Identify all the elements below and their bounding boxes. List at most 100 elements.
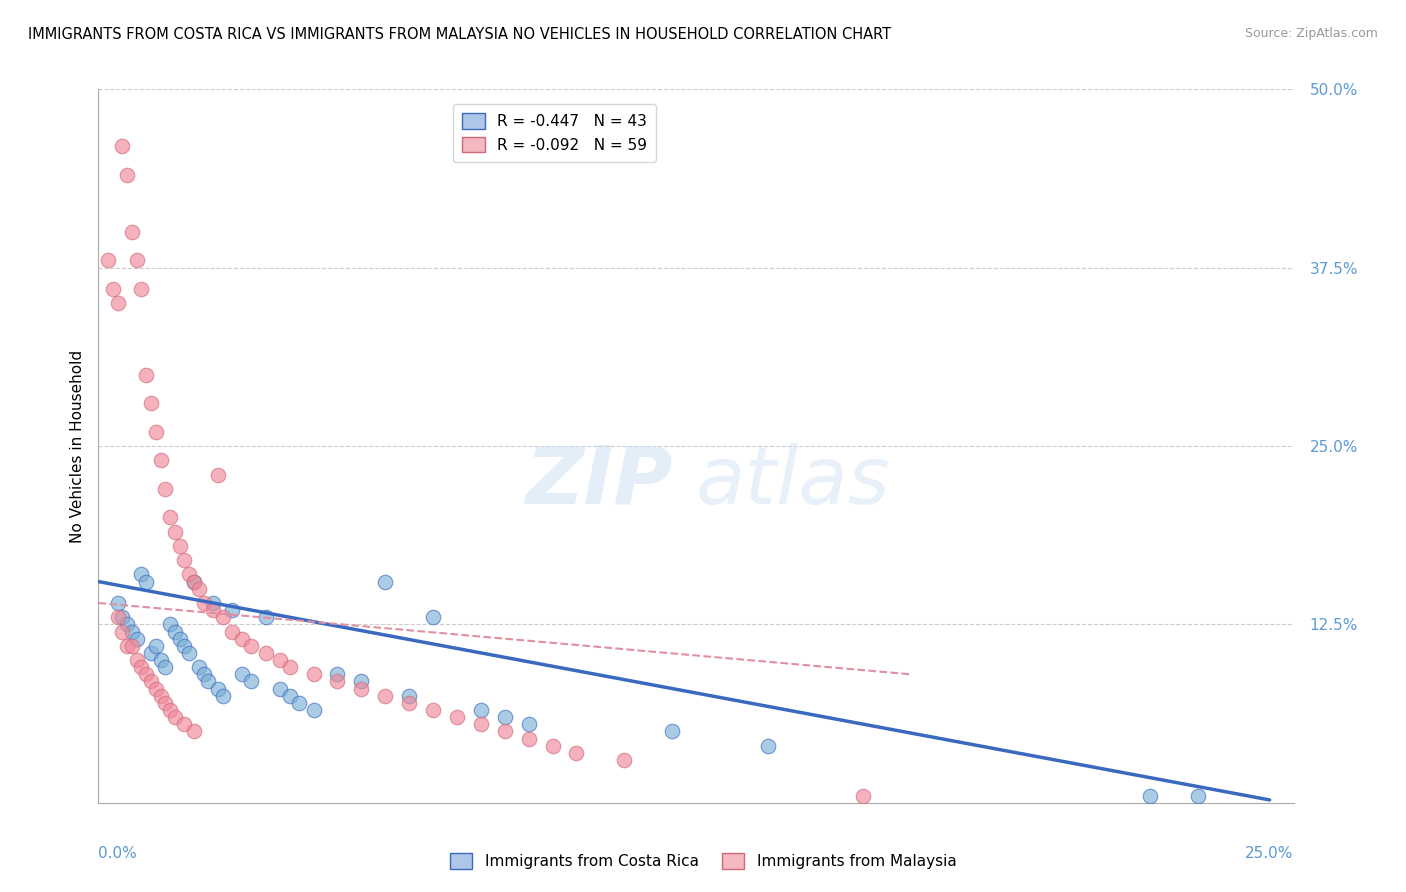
- Point: [159, 703, 181, 717]
- Point: [183, 574, 205, 589]
- Point: [111, 139, 134, 153]
- Point: [398, 689, 420, 703]
- Point: [125, 653, 148, 667]
- Point: [254, 646, 277, 660]
- Point: [613, 753, 636, 767]
- Point: [135, 667, 157, 681]
- Point: [422, 610, 444, 624]
- Point: [254, 610, 277, 624]
- Point: [121, 624, 143, 639]
- Point: [197, 674, 219, 689]
- Point: [852, 789, 875, 803]
- Point: [139, 674, 162, 689]
- Point: [131, 282, 153, 296]
- Point: [350, 674, 373, 689]
- Point: [350, 681, 373, 696]
- Point: [125, 253, 148, 268]
- Legend: Immigrants from Costa Rica, Immigrants from Malaysia: Immigrants from Costa Rica, Immigrants f…: [443, 847, 963, 875]
- Point: [211, 689, 233, 703]
- Point: [159, 510, 181, 524]
- Text: 0.0%: 0.0%: [98, 846, 138, 861]
- Point: [101, 282, 124, 296]
- Point: [240, 639, 263, 653]
- Point: [756, 739, 779, 753]
- Point: [326, 674, 349, 689]
- Point: [494, 724, 516, 739]
- Point: [169, 539, 191, 553]
- Point: [470, 703, 492, 717]
- Text: Source: ZipAtlas.com: Source: ZipAtlas.com: [1244, 27, 1378, 40]
- Legend: R = -0.447   N = 43, R = -0.092   N = 59: R = -0.447 N = 43, R = -0.092 N = 59: [453, 104, 657, 162]
- Point: [115, 168, 138, 182]
- Point: [326, 667, 349, 681]
- Point: [183, 574, 205, 589]
- Point: [398, 696, 420, 710]
- Point: [231, 632, 253, 646]
- Text: atlas: atlas: [696, 442, 891, 521]
- Point: [149, 653, 172, 667]
- Text: 25.0%: 25.0%: [1246, 846, 1294, 861]
- Point: [149, 689, 172, 703]
- Point: [139, 646, 162, 660]
- Point: [288, 696, 311, 710]
- Point: [163, 710, 186, 724]
- Point: [207, 467, 229, 482]
- Point: [302, 703, 325, 717]
- Point: [269, 653, 291, 667]
- Point: [121, 639, 143, 653]
- Point: [145, 681, 167, 696]
- Point: [374, 574, 396, 589]
- Point: [121, 225, 143, 239]
- Point: [107, 596, 129, 610]
- Text: ZIP: ZIP: [524, 442, 672, 521]
- Text: IMMIGRANTS FROM COSTA RICA VS IMMIGRANTS FROM MALAYSIA NO VEHICLES IN HOUSEHOLD : IMMIGRANTS FROM COSTA RICA VS IMMIGRANTS…: [28, 27, 891, 42]
- Point: [107, 610, 129, 624]
- Point: [135, 368, 157, 382]
- Point: [159, 617, 181, 632]
- Point: [135, 574, 157, 589]
- Point: [179, 646, 201, 660]
- Point: [240, 674, 263, 689]
- Y-axis label: No Vehicles in Household: No Vehicles in Household: [69, 350, 84, 542]
- Point: [517, 731, 540, 746]
- Point: [163, 624, 186, 639]
- Point: [169, 632, 191, 646]
- Point: [145, 639, 167, 653]
- Point: [517, 717, 540, 731]
- Point: [125, 632, 148, 646]
- Point: [179, 567, 201, 582]
- Point: [221, 603, 243, 617]
- Point: [231, 667, 253, 681]
- Point: [278, 660, 301, 674]
- Point: [173, 639, 195, 653]
- Point: [193, 667, 215, 681]
- Point: [155, 660, 177, 674]
- Point: [374, 689, 396, 703]
- Point: [155, 482, 177, 496]
- Point: [187, 582, 209, 596]
- Point: [155, 696, 177, 710]
- Point: [470, 717, 492, 731]
- Point: [107, 296, 129, 310]
- Point: [1139, 789, 1161, 803]
- Point: [422, 703, 444, 717]
- Point: [187, 660, 209, 674]
- Point: [131, 567, 153, 582]
- Point: [565, 746, 588, 760]
- Point: [302, 667, 325, 681]
- Point: [1187, 789, 1209, 803]
- Point: [207, 681, 229, 696]
- Point: [111, 610, 134, 624]
- Point: [131, 660, 153, 674]
- Point: [494, 710, 516, 724]
- Point: [541, 739, 564, 753]
- Point: [446, 710, 468, 724]
- Point: [183, 724, 205, 739]
- Point: [202, 603, 225, 617]
- Point: [115, 639, 138, 653]
- Point: [211, 610, 233, 624]
- Point: [269, 681, 291, 696]
- Point: [111, 624, 134, 639]
- Point: [115, 617, 138, 632]
- Point: [145, 425, 167, 439]
